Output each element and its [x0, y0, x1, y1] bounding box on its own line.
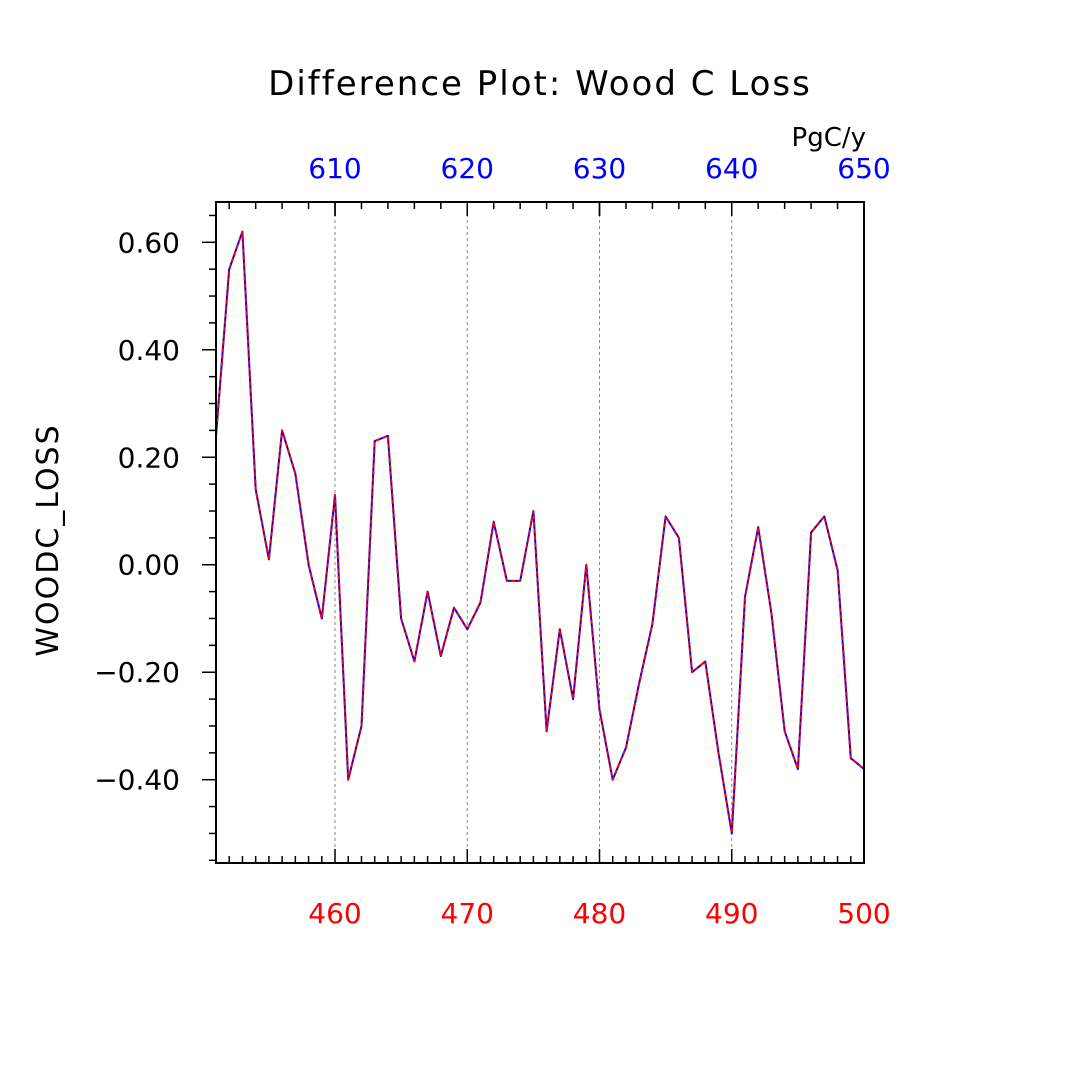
x-tick-label: 470	[441, 897, 494, 930]
y-tick-label: −0.20	[94, 656, 180, 689]
plot-frame	[215, 201, 865, 864]
y-tick-label: 0.00	[118, 549, 180, 582]
tick-layer	[202, 202, 865, 863]
series-line-red-dashed	[215, 230, 865, 835]
x-top-tick-label: 610	[308, 152, 361, 185]
x-tick-label: 490	[705, 897, 758, 930]
x-top-tick-label: 630	[573, 152, 626, 185]
series-layer	[215, 230, 865, 835]
y-tick-label: −0.40	[94, 764, 180, 797]
x-tick-label: 480	[573, 897, 626, 930]
x-top-tick-label: 640	[705, 152, 758, 185]
x-tick-label: 500	[837, 897, 890, 930]
units-label: PgC/y	[792, 123, 866, 153]
grid-layer	[334, 202, 733, 863]
chart-title: Difference Plot: Wood C Loss	[268, 64, 812, 104]
tick-label-layer: 460 470 480 490 500 610 620 630 640 650 0.60 0.40 0.…	[94, 152, 891, 930]
y-tick-label: 0.40	[118, 334, 180, 367]
x-tick-label: 460	[308, 897, 361, 930]
y-axis-label: WOODC_LOSS	[31, 423, 66, 656]
y-tick-label: 0.20	[118, 441, 180, 474]
x-top-tick-label: 650	[837, 152, 890, 185]
y-tick-label: 0.60	[118, 226, 180, 259]
x-top-tick-label: 620	[441, 152, 494, 185]
series-line-blue-solid	[215, 230, 865, 835]
